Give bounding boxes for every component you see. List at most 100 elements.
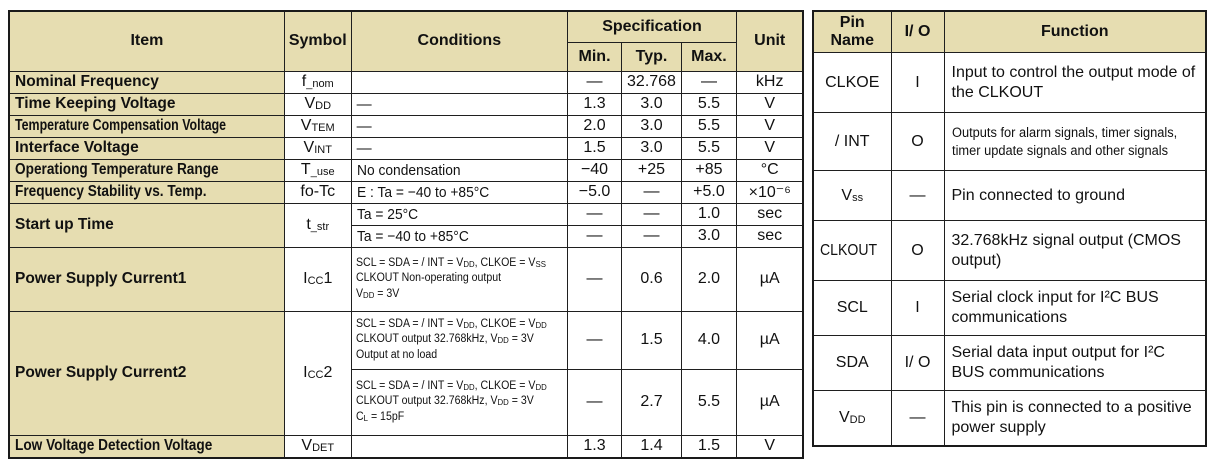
item-cell: Operationg Temperature Range — [8, 158, 285, 182]
conditions-text: Ta = −40 to +85°C — [356, 227, 469, 245]
symbol-base: V — [304, 95, 316, 112]
symbol-base: V — [301, 437, 313, 455]
conditions-cell: SCL = SDA = / INT = VDD, CLKOE = VDD CLKO… — [350, 368, 569, 436]
pin-name-cell: SCL — [812, 280, 892, 336]
symbol-cell: VTEM — [283, 114, 352, 138]
typ-cell: — — [621, 202, 682, 226]
symbol-base: t — [306, 216, 311, 233]
conditions-cell: E : Ta = −40 to +85°C — [350, 180, 569, 204]
symbol-cell: VDET — [283, 434, 352, 459]
item-label: Low Voltage Detection Voltage — [15, 437, 213, 455]
pin-name-cell: / INT — [812, 112, 892, 171]
table-row-temp-compensation-voltage: Temperature Compensation Voltage VTEM — … — [8, 114, 804, 138]
symbol-cell: VINT — [283, 136, 352, 160]
conditions-cell: SCL = SDA = / INT = VDD, CLKOE = VSS CLKO… — [350, 246, 569, 312]
conditions-cell: — — [350, 114, 569, 138]
symbol-cell: T_use — [283, 158, 352, 182]
min-cell: — — [567, 368, 623, 436]
unit-cell: µA — [735, 368, 804, 436]
pin-io-cell: I — [890, 52, 945, 113]
conditions-cell — [350, 70, 569, 94]
item-cell: Low Voltage Detection Voltage — [8, 434, 285, 459]
item-label: Time Keeping Voltage — [15, 95, 176, 112]
max-cell: 3.0 — [680, 224, 737, 248]
min-cell: 1.5 — [567, 136, 623, 160]
max-cell: 5.5 — [680, 368, 737, 436]
unit-cell: µA — [735, 246, 804, 312]
max-cell: +5.0 — [680, 180, 737, 204]
conditions-cell: No condensation — [350, 158, 569, 182]
typ-cell: 1.5 — [621, 310, 682, 370]
table-row-clkout: CLKOUT O 32.768kHz signal output (CMOS o… — [812, 220, 1207, 281]
symbol-cell: fo-Tc — [283, 180, 352, 204]
table-row-scl: SCL I Serial clock input for I²C BUS com… — [812, 280, 1207, 336]
symbol-sub: _use — [310, 166, 335, 178]
pin-function-cell: Serial data input output for I²C BUS com… — [943, 335, 1207, 391]
symbol-sub: _nom — [306, 78, 334, 90]
unit-cell: V — [735, 114, 804, 138]
symbol-base: V — [300, 117, 312, 134]
table-row-int: / INT O Outputs for alarm signals, timer… — [812, 112, 1207, 171]
pin-io-cell: I — [890, 280, 945, 336]
max-cell: 1.0 — [680, 202, 737, 226]
unit-cell: sec — [735, 202, 804, 226]
min-cell: 1.3 — [567, 92, 623, 116]
symbol-base: fo-Tc — [300, 183, 336, 200]
pin-name-base: V — [841, 186, 853, 204]
typ-cell: 0.6 — [621, 246, 682, 312]
unit-cell: sec — [735, 224, 804, 248]
item-cell: Power Supply Current2 — [8, 310, 285, 436]
pin-header-io: I/ O — [890, 10, 945, 53]
pin-function-cell: Outputs for alarm signals, timer signals… — [943, 112, 1207, 171]
conditions-cell: — — [350, 92, 569, 116]
pin-header-row: Pin Name I/ O Function — [812, 10, 1207, 53]
table-row-frequency-stability: Frequency Stability vs. Temp. fo-Tc E : … — [8, 180, 804, 204]
unit-cell: V — [735, 136, 804, 160]
spec-header-min: Min. — [567, 41, 623, 72]
symbol-sub: DET — [312, 442, 335, 455]
typ-cell: — — [621, 180, 682, 204]
conditions-text: No condensation — [356, 161, 461, 179]
pin-name-sub: DD — [849, 413, 866, 426]
unit-cell: V — [735, 92, 804, 116]
symbol-sub: DD — [315, 100, 332, 112]
symbol-cell: VDD — [283, 92, 352, 116]
pin-name-sub: ss — [852, 191, 864, 204]
spec-header-conditions: Conditions — [350, 10, 569, 72]
typ-cell: 1.4 — [621, 434, 682, 459]
pin-name-cell: CLKOE — [812, 52, 892, 113]
conditions-text: — — [356, 139, 372, 157]
item-label: Nominal Frequency — [15, 73, 159, 90]
unit-cell: ×10⁻⁶ — [735, 180, 804, 204]
item-label: Power Supply Current1 — [15, 270, 187, 287]
item-cell: Power Supply Current1 — [8, 246, 285, 312]
pin-io-cell: I/ O — [890, 335, 945, 391]
table-row-sda: SDA I/ O Serial data input output for I²… — [812, 335, 1207, 391]
pin-function-cell: Serial clock input for I²C BUS communica… — [943, 280, 1207, 336]
pin-function-cell: Input to control the output mode of the … — [943, 52, 1207, 113]
conditions-text: — — [356, 117, 372, 135]
conditions-cell: — — [350, 136, 569, 160]
spec-header-unit: Unit — [735, 10, 804, 72]
table-row-operating-temperature-range: Operationg Temperature Range T_use No co… — [8, 158, 804, 182]
spec-header-row-2: Min. Typ. Max. — [9, 41, 803, 72]
min-cell: — — [567, 246, 623, 312]
spec-header-symbol: Symbol — [283, 10, 352, 72]
pin-io-cell: O — [890, 220, 945, 281]
typ-cell: 3.0 — [621, 136, 682, 160]
pin-name-base: V — [838, 408, 850, 426]
typ-cell: 3.0 — [621, 114, 682, 138]
item-cell: Start up Time — [8, 202, 285, 248]
conditions-text: — — [356, 95, 372, 113]
typ-cell: — — [621, 224, 682, 248]
symbol-cell: ICC1 — [283, 246, 352, 312]
symbol-suffix: 1 — [323, 270, 333, 287]
table-row-vss: Vss — Pin connected to ground — [812, 170, 1207, 221]
conditions-text: E : Ta = −40 to +85°C — [356, 183, 489, 201]
pin-name-cell: VDD — [812, 390, 892, 446]
unit-cell: V — [735, 434, 804, 459]
pin-name-cell: CLKOUT — [812, 220, 892, 281]
table-row-startup-time-a: Start up Time t_str Ta = 25°C — — 1.0 se… — [8, 202, 804, 248]
min-cell: — — [567, 202, 623, 226]
